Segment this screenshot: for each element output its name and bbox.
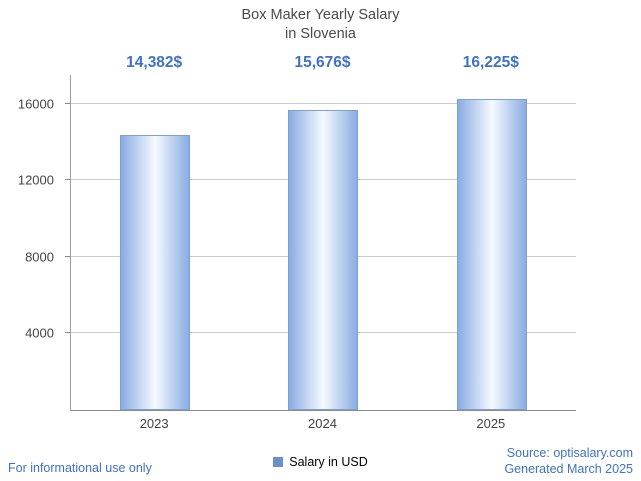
value-label-2024: 15,676$ xyxy=(294,54,351,71)
y-tick-label: 12000 xyxy=(17,172,54,188)
source-attribution: Source: optisalary.com Generated March 2… xyxy=(504,445,633,478)
x-label-2023: 2023 xyxy=(139,416,169,431)
y-tick-label: 16000 xyxy=(17,96,54,112)
x-label-2025: 2025 xyxy=(476,416,506,431)
plot-area xyxy=(65,75,576,411)
y-axis-tick xyxy=(65,332,71,334)
salary-bar xyxy=(288,109,359,410)
y-axis-tick xyxy=(65,255,71,257)
chart-title-line2: in Slovenia xyxy=(285,26,356,43)
disclaimer-text: For informational use only xyxy=(8,461,152,475)
y-tick-label: 4000 xyxy=(25,325,54,341)
y-tick-label: 8000 xyxy=(25,249,54,265)
generated-line: Generated March 2025 xyxy=(504,461,633,476)
y-axis-labels: 4000 8000 12000 16000 xyxy=(0,75,62,410)
source-line: Source: optisalary.com xyxy=(506,445,633,460)
chart-title-line1: Box Maker Yearly Salary xyxy=(241,7,400,23)
x-label-2024: 2024 xyxy=(308,416,337,431)
gridline xyxy=(71,102,576,104)
legend-swatch-icon xyxy=(273,457,284,467)
legend-label: Salary in USD xyxy=(289,455,368,469)
bar-column xyxy=(239,75,407,410)
bar-column xyxy=(408,75,576,410)
bar-column xyxy=(71,75,239,410)
value-label-2025: 16,225$ xyxy=(462,54,519,71)
x-axis-labels: 2023 2024 2025 xyxy=(70,416,575,431)
value-label-2023: 14,382$ xyxy=(126,54,183,71)
y-axis-tick xyxy=(65,179,71,181)
salary-bar xyxy=(120,134,191,410)
salary-bar xyxy=(456,99,527,410)
bar-value-labels: 14,382$ 15,676$ 16,225$ xyxy=(70,54,575,72)
chart-legend: Salary in USD xyxy=(0,455,641,469)
chart-title: Box Maker Yearly Salary in Slovenia xyxy=(0,6,641,44)
bar-columns xyxy=(71,75,576,410)
y-axis-tick xyxy=(65,102,71,104)
